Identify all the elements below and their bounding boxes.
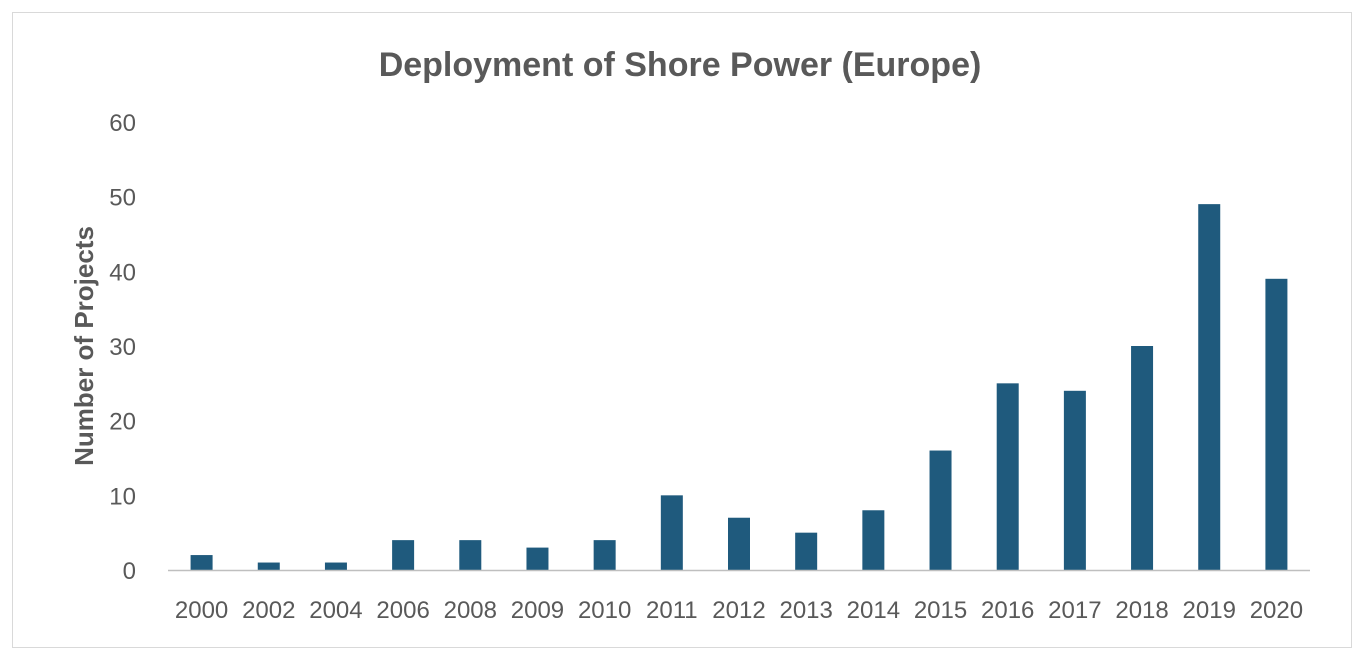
x-tick-label: 2004 xyxy=(309,597,362,624)
x-tick-label: 2011 xyxy=(646,597,698,624)
x-tick-label: 2009 xyxy=(511,597,564,624)
y-tick-label: 20 xyxy=(109,409,136,436)
bar-2011 xyxy=(660,495,683,570)
x-tick-label: 2006 xyxy=(376,597,429,624)
bar-2004 xyxy=(324,562,347,570)
bar-2000 xyxy=(190,555,213,570)
bar-2014 xyxy=(862,510,885,570)
x-tick-label: 2000 xyxy=(175,597,228,624)
bar-2020 xyxy=(1265,278,1288,570)
bar-2008 xyxy=(459,540,482,570)
x-tick-label: 2020 xyxy=(1250,597,1303,624)
x-tick-label: 2017 xyxy=(1048,597,1101,624)
bar-2010 xyxy=(593,540,616,570)
chart-frame xyxy=(12,12,1352,648)
bar-2018 xyxy=(1131,346,1154,570)
y-tick-label: 10 xyxy=(109,483,136,510)
bar-2016 xyxy=(996,383,1019,570)
x-tick-label: 2019 xyxy=(1183,597,1236,624)
chart-title: Deployment of Shore Power (Europe) xyxy=(379,46,982,84)
x-tick-label: 2016 xyxy=(981,597,1034,624)
y-tick-label: 50 xyxy=(109,185,136,212)
bar-2009 xyxy=(526,547,549,570)
x-tick-label: 2002 xyxy=(242,597,295,624)
bar-2006 xyxy=(392,540,415,570)
bar-2019 xyxy=(1198,204,1221,570)
x-tick-label: 2013 xyxy=(779,597,832,624)
x-tick-label: 2010 xyxy=(578,597,631,624)
x-tick-label: 2014 xyxy=(847,597,900,624)
bar-2013 xyxy=(795,532,818,570)
bar-2012 xyxy=(728,517,750,570)
x-tick-label: 2015 xyxy=(914,597,967,624)
x-tick-label: 2018 xyxy=(1115,597,1168,624)
bar-2015 xyxy=(929,450,952,570)
x-tick-label: 2012 xyxy=(712,597,765,624)
y-tick-label: 0 xyxy=(123,558,136,585)
y-tick-label: 60 xyxy=(109,110,136,137)
y-tick-label: 30 xyxy=(109,334,136,361)
bar-2017 xyxy=(1063,390,1086,570)
bar-2002 xyxy=(257,562,280,570)
x-tick-label: 2008 xyxy=(444,597,497,624)
y-tick-label: 40 xyxy=(109,259,136,286)
y-axis-label: Number of Projects xyxy=(69,226,99,466)
